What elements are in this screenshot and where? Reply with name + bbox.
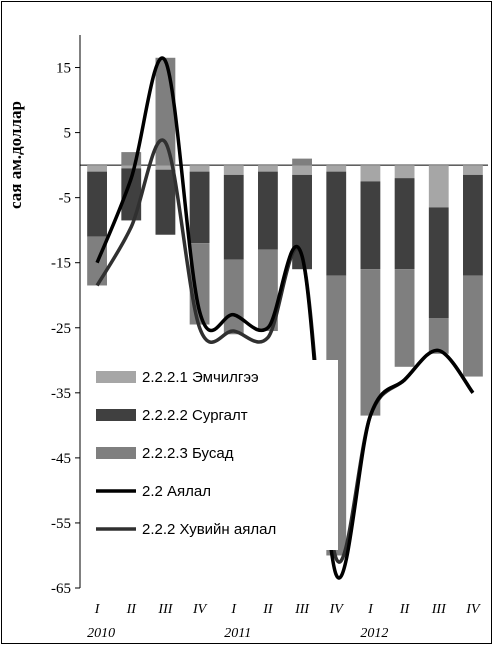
bar-segment (292, 165, 312, 175)
bar-segment (223, 259, 244, 335)
bar-segment (326, 171, 347, 276)
x-tick-label: I (367, 602, 374, 617)
x-tick-label: II (399, 602, 411, 617)
bar-segment (463, 275, 483, 377)
bar-segment (394, 269, 415, 367)
x-year-label: 2012 (360, 626, 388, 641)
x-year-label: 2011 (224, 626, 251, 641)
bar-segment (155, 169, 176, 235)
legend-swatch (96, 447, 136, 459)
bar-segment (87, 171, 107, 237)
y-tick-label: -15 (51, 256, 71, 272)
bar-segment (258, 171, 278, 250)
x-tick-label: II (126, 602, 138, 617)
bar-segment (223, 165, 244, 175)
legend-label: 2.2.2.2 Сургалт (142, 407, 248, 424)
bar-segment (326, 165, 347, 172)
bar-segment (189, 171, 210, 244)
x-year-label: 2010 (87, 626, 115, 641)
legend-label: 2.2 Аялал (142, 483, 211, 500)
bar-segment (360, 269, 381, 416)
x-tick-label: IV (329, 602, 345, 617)
x-tick-label: IV (192, 602, 208, 617)
y-axis-label: сая ам.доллар (6, 101, 25, 209)
x-tick-label: IV (465, 602, 481, 617)
bar-segment (223, 174, 244, 260)
bar-segment (87, 165, 107, 172)
legend-label: 2.2.2.1 Эмчилгээ (142, 369, 259, 386)
bar-segment (189, 165, 210, 172)
bar-segment (121, 165, 142, 169)
y-tick-label: 5 (64, 126, 72, 142)
bar-segment (155, 57, 176, 166)
bar-segment (292, 158, 312, 166)
bar-segment (428, 207, 449, 319)
x-tick-label: I (94, 602, 101, 617)
legend-swatch (96, 409, 136, 421)
bar-segment (394, 178, 415, 270)
x-tick-label: II (262, 602, 274, 617)
series-line (95, 56, 475, 580)
bar-segment (463, 174, 483, 276)
legend-label: 2.2.2.3 Бусад (142, 445, 234, 462)
x-tick-label: III (157, 602, 173, 617)
x-tick-label: I (230, 602, 237, 617)
legend-label: 2.2.2 Хувийн аялал (142, 521, 276, 538)
bar-segment (428, 165, 449, 208)
bar-segment (428, 318, 449, 354)
y-tick-label: -65 (51, 581, 71, 597)
y-tick-label: 15 (56, 61, 71, 77)
y-tick-label: -55 (51, 516, 71, 532)
bar-segment (463, 165, 483, 175)
bar-segment (155, 165, 176, 170)
y-tick-label: -25 (51, 321, 71, 337)
legend-swatch (96, 371, 136, 383)
bar-segment (360, 181, 381, 270)
y-tick-label: -45 (51, 451, 71, 467)
bar-segment (360, 165, 381, 182)
y-tick-label: -5 (59, 191, 72, 207)
bar-segment (258, 165, 278, 172)
y-tick-label: -35 (51, 386, 71, 402)
x-tick-label: III (294, 602, 310, 617)
x-tick-label: III (431, 602, 447, 617)
bar-segment (394, 165, 415, 179)
bar-segment (258, 249, 278, 332)
